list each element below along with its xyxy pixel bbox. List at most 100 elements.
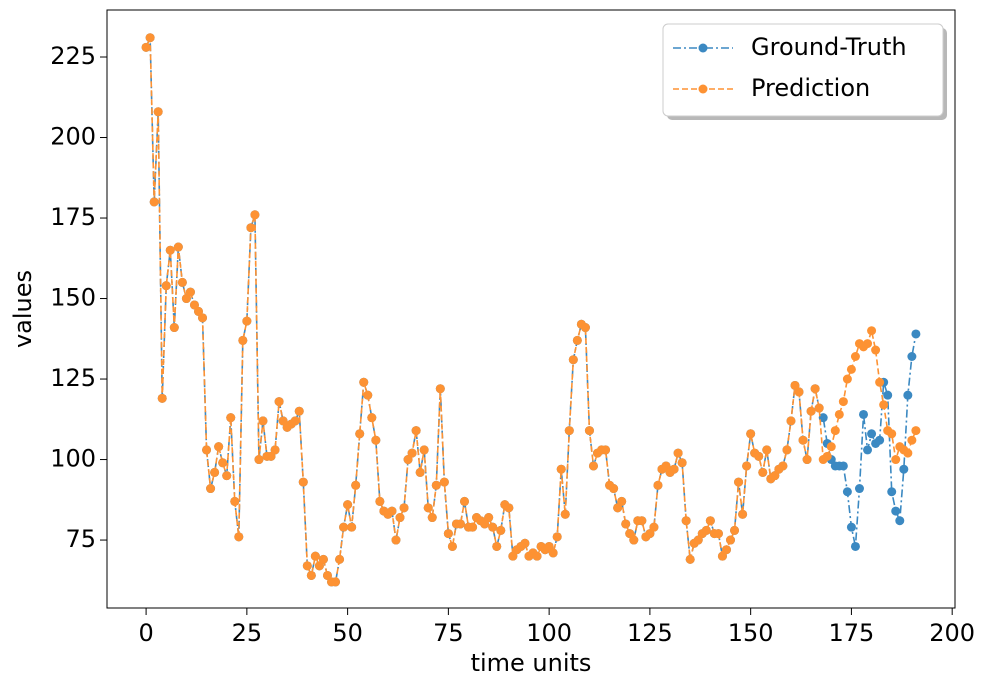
data-point	[806, 406, 816, 416]
data-point	[411, 426, 421, 436]
data-point	[242, 316, 252, 326]
data-point	[838, 397, 848, 407]
data-point	[185, 287, 195, 297]
data-point	[738, 509, 748, 519]
y-tick-label: 225	[50, 42, 96, 70]
data-point	[842, 487, 852, 497]
data-point	[230, 496, 240, 506]
y-tick-label: 150	[50, 284, 96, 312]
data-point	[580, 323, 590, 333]
data-point	[508, 551, 518, 561]
data-point	[846, 364, 856, 374]
data-point	[399, 503, 409, 513]
data-point	[726, 535, 736, 545]
data-point	[717, 551, 727, 561]
data-point	[371, 435, 381, 445]
data-point	[173, 242, 183, 252]
data-point	[544, 541, 554, 551]
data-point	[903, 448, 913, 458]
data-point	[794, 387, 804, 397]
data-point	[351, 480, 361, 490]
data-point	[403, 455, 413, 465]
data-point	[887, 429, 897, 439]
data-point	[149, 197, 159, 207]
data-point	[883, 390, 893, 400]
data-point	[907, 435, 917, 445]
data-point	[254, 455, 264, 465]
data-point	[742, 461, 752, 471]
data-point	[443, 529, 453, 539]
data-point	[202, 445, 212, 455]
data-point	[867, 326, 877, 336]
data-point	[621, 519, 631, 529]
data-point	[343, 500, 353, 510]
x-tick-label: 125	[627, 619, 673, 647]
y-tick-label: 175	[50, 203, 96, 231]
data-point	[556, 464, 566, 474]
data-point	[274, 397, 284, 407]
data-point	[367, 413, 377, 423]
data-point	[746, 429, 756, 439]
data-point	[206, 484, 216, 494]
data-point	[222, 471, 232, 481]
data-point	[842, 374, 852, 384]
data-point	[895, 516, 905, 526]
data-point	[355, 429, 365, 439]
data-point	[863, 339, 873, 349]
x-tick-label: 100	[526, 619, 572, 647]
data-point	[617, 496, 627, 506]
data-point	[391, 535, 401, 545]
data-point	[198, 313, 208, 323]
data-point	[899, 464, 909, 474]
data-point	[335, 554, 345, 564]
data-point	[875, 377, 885, 387]
data-point	[234, 532, 244, 542]
data-point	[758, 467, 768, 477]
data-point	[226, 413, 236, 423]
data-point	[830, 426, 840, 436]
data-point	[419, 445, 429, 455]
data-point	[480, 519, 490, 529]
data-point	[439, 477, 449, 487]
y-axis-label: values	[9, 270, 37, 348]
x-tick-label: 175	[829, 619, 875, 647]
data-point	[871, 345, 881, 355]
data-point	[911, 426, 921, 436]
data-point	[181, 294, 191, 304]
data-point	[762, 445, 772, 455]
data-point	[907, 351, 917, 361]
data-point	[310, 551, 320, 561]
data-point	[322, 570, 332, 580]
data-point	[415, 467, 425, 477]
data-point	[468, 522, 478, 532]
data-point	[177, 277, 187, 287]
x-tick-label: 50	[332, 619, 363, 647]
data-point	[218, 458, 228, 468]
legend-box	[662, 23, 944, 117]
data-point	[693, 535, 703, 545]
y-tick-label: 200	[50, 123, 96, 151]
y-tick-label: 75	[65, 525, 96, 553]
data-point	[246, 223, 256, 233]
data-point	[548, 548, 558, 558]
data-point	[302, 561, 312, 571]
data-point	[298, 477, 308, 487]
data-point	[407, 448, 417, 458]
data-point	[734, 477, 744, 487]
data-point	[685, 554, 695, 564]
data-point	[520, 538, 530, 548]
data-point	[560, 509, 570, 519]
data-point	[891, 455, 901, 465]
data-point	[669, 464, 679, 474]
data-point	[314, 561, 324, 571]
data-point	[810, 384, 820, 394]
data-point	[363, 390, 373, 400]
data-point	[331, 577, 341, 587]
data-point	[721, 545, 731, 555]
data-point	[818, 413, 828, 423]
data-point	[492, 541, 502, 551]
data-point	[863, 445, 873, 455]
data-point	[375, 496, 385, 506]
data-point	[496, 525, 506, 535]
data-point	[347, 522, 357, 532]
